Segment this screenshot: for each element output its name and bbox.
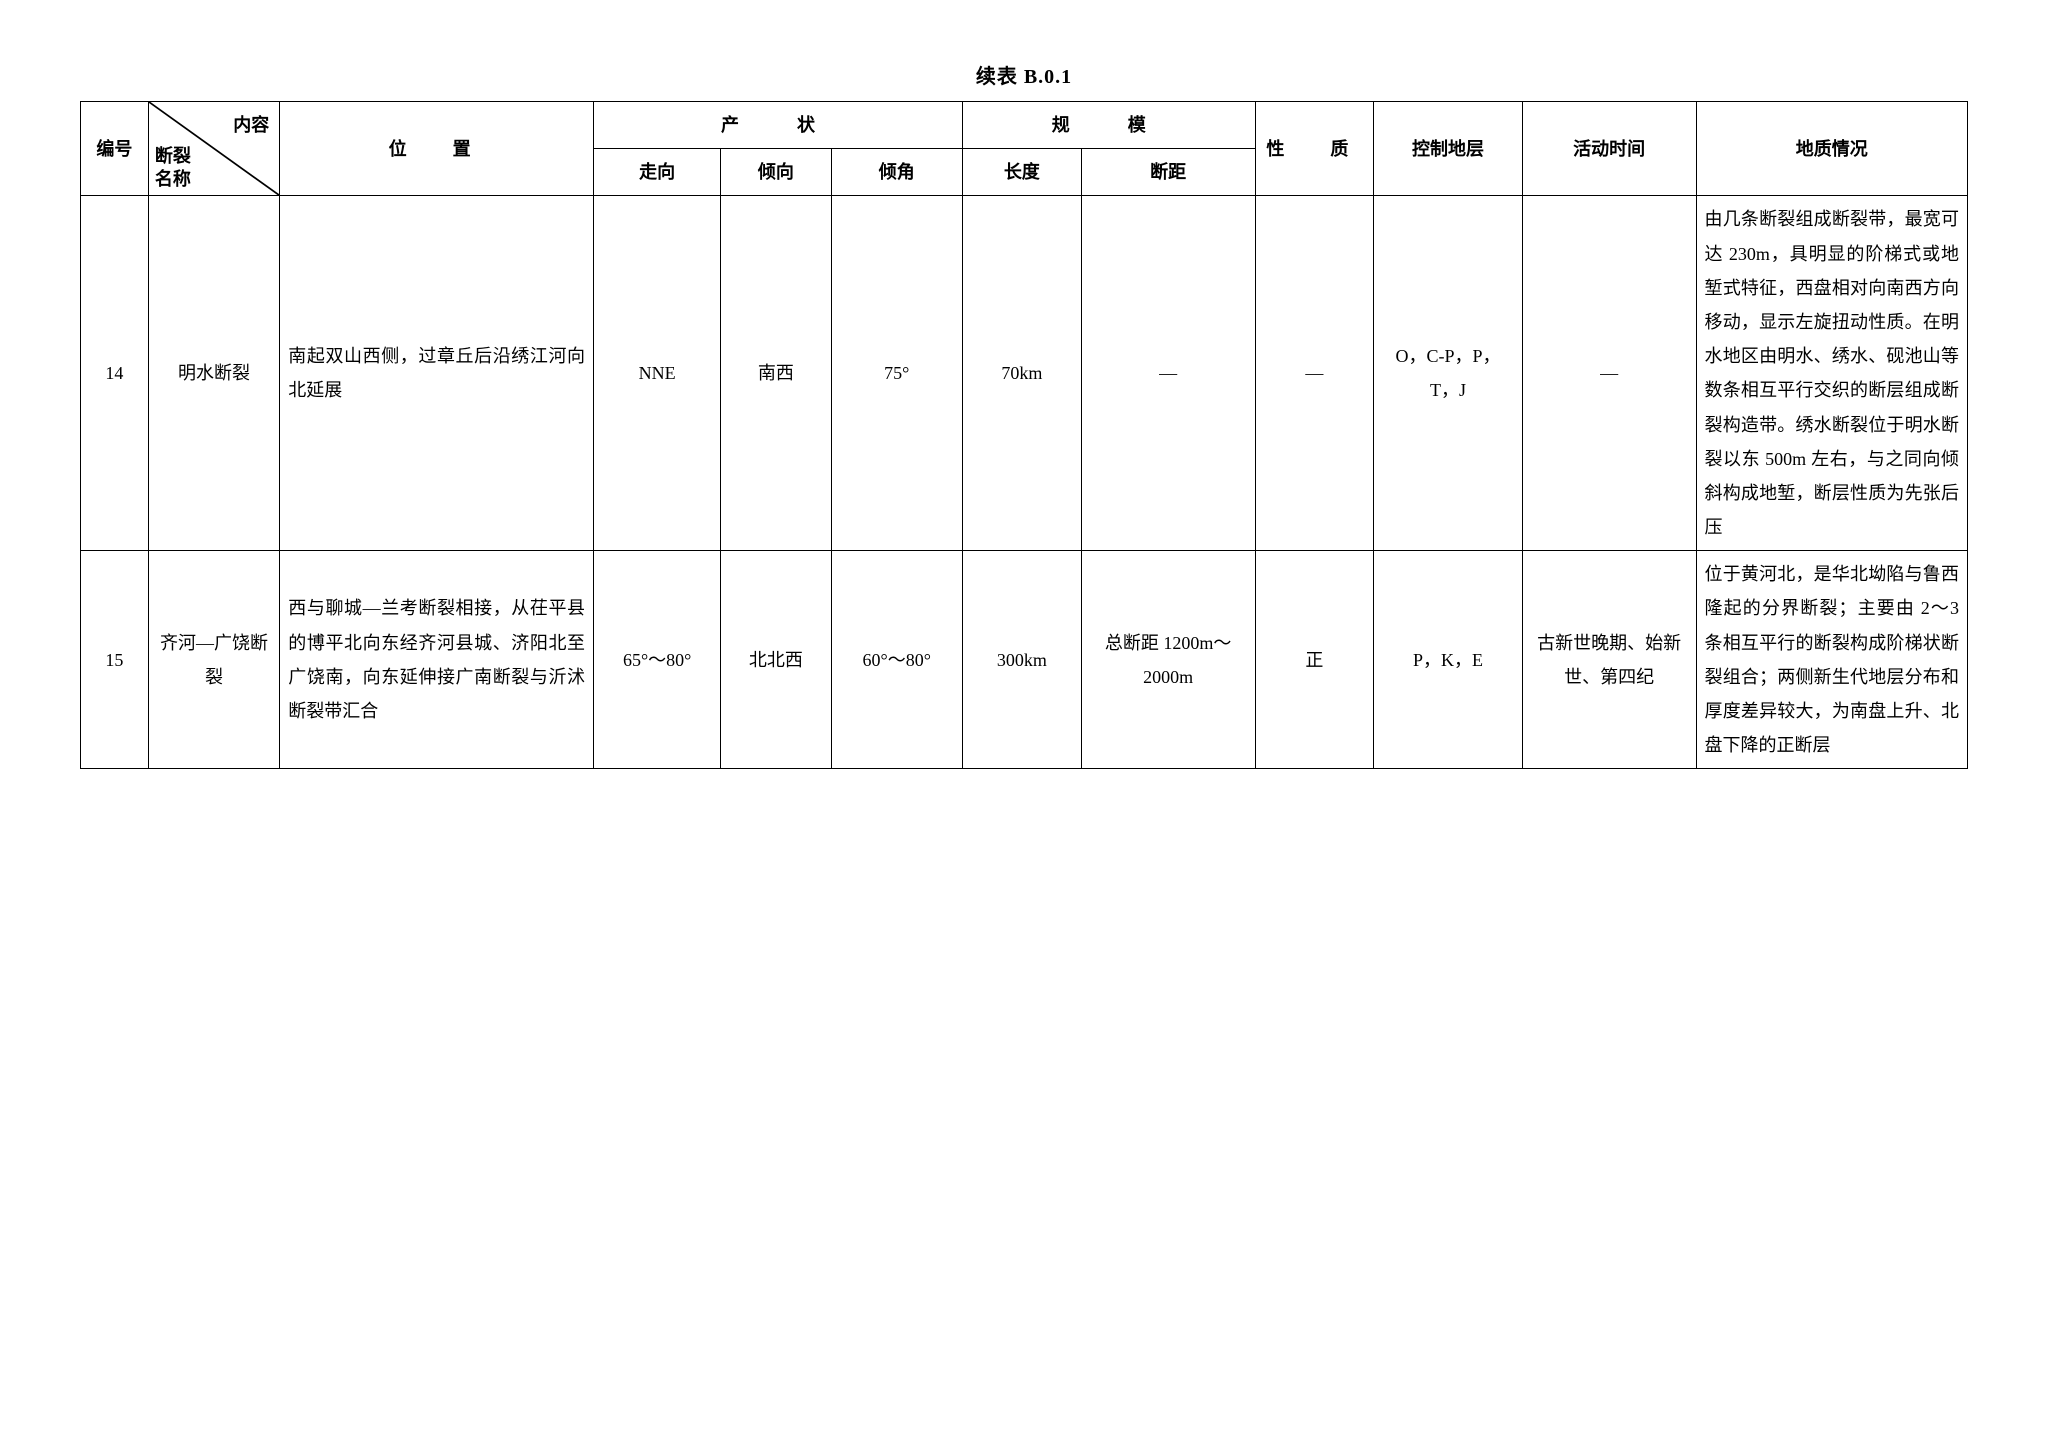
cell-nature: 正 <box>1255 551 1374 769</box>
cell-nature: — <box>1255 196 1374 551</box>
col-num: 编号 <box>81 102 149 196</box>
cell-dipang: 60°～80° <box>831 551 962 769</box>
cell-length: 300km <box>962 551 1081 769</box>
col-length: 长度 <box>962 149 1081 196</box>
cell-position: 南起双山西侧，过章丘后沿绣江河向北延展 <box>280 196 594 551</box>
cell-dipdir: 南西 <box>721 196 831 551</box>
table-row: 14 明水断裂 南起双山西侧，过章丘后沿绣江河向北延展 NNE 南西 75° 7… <box>81 196 1968 551</box>
col-throw: 断距 <box>1081 149 1255 196</box>
cell-num: 14 <box>81 196 149 551</box>
col-scale: 规 模 <box>962 102 1255 149</box>
table-caption: 续表 B.0.1 <box>80 60 1968 89</box>
cell-strike: 65°～80° <box>594 551 721 769</box>
cell-strike: NNE <box>594 196 721 551</box>
table-header: 编号 内容 断裂名称 位 置 产 状 规 模 性 质 控制地层 活动时间 地质情… <box>81 102 1968 196</box>
col-position: 位 置 <box>280 102 594 196</box>
cell-control: P，K，E <box>1374 551 1522 769</box>
cell-active: — <box>1522 196 1696 551</box>
table-row: 15 齐河—广饶断裂 西与聊城—兰考断裂相接，从茌平县的博平北向东经齐河县城、济… <box>81 551 1968 769</box>
cell-geo: 由几条断裂组成断裂带，最宽可达 230m，具明显的阶梯式或地堑式特征，西盘相对向… <box>1696 196 1967 551</box>
cell-geo: 位于黄河北，是华北坳陷与鲁西隆起的分界断裂；主要由 2～3 条相互平行的断裂构成… <box>1696 551 1967 769</box>
cell-name: 明水断裂 <box>148 196 279 551</box>
col-control: 控制地层 <box>1374 102 1522 196</box>
col-dipang: 倾角 <box>831 149 962 196</box>
cell-num: 15 <box>81 551 149 769</box>
col-diag: 内容 断裂名称 <box>148 102 279 196</box>
cell-throw: — <box>1081 196 1255 551</box>
cell-length: 70km <box>962 196 1081 551</box>
table-row: 编号 内容 断裂名称 位 置 产 状 规 模 性 质 控制地层 活动时间 地质情… <box>81 102 1968 149</box>
cell-throw: 总断距 1200m～2000m <box>1081 551 1255 769</box>
col-nature: 性 质 <box>1255 102 1374 196</box>
cell-control: O，C-P，P，T，J <box>1374 196 1522 551</box>
diag-top-label: 内容 <box>233 108 269 142</box>
col-dipdir: 倾向 <box>721 149 831 196</box>
cell-name: 齐河—广饶断裂 <box>148 551 279 769</box>
col-active: 活动时间 <box>1522 102 1696 196</box>
cell-active: 古新世晚期、始新世、第四纪 <box>1522 551 1696 769</box>
cell-dipang: 75° <box>831 196 962 551</box>
cell-position: 西与聊城—兰考断裂相接，从茌平县的博平北向东经齐河县城、济阳北至广饶南，向东延伸… <box>280 551 594 769</box>
cell-dipdir: 北北西 <box>721 551 831 769</box>
col-strike: 走向 <box>594 149 721 196</box>
table-body: 14 明水断裂 南起双山西侧，过章丘后沿绣江河向北延展 NNE 南西 75° 7… <box>81 196 1968 769</box>
fault-table: 编号 内容 断裂名称 位 置 产 状 规 模 性 质 控制地层 活动时间 地质情… <box>80 101 1968 769</box>
col-occurrence: 产 状 <box>594 102 963 149</box>
col-geo: 地质情况 <box>1696 102 1967 196</box>
diag-bot-label: 断裂名称 <box>155 145 191 192</box>
